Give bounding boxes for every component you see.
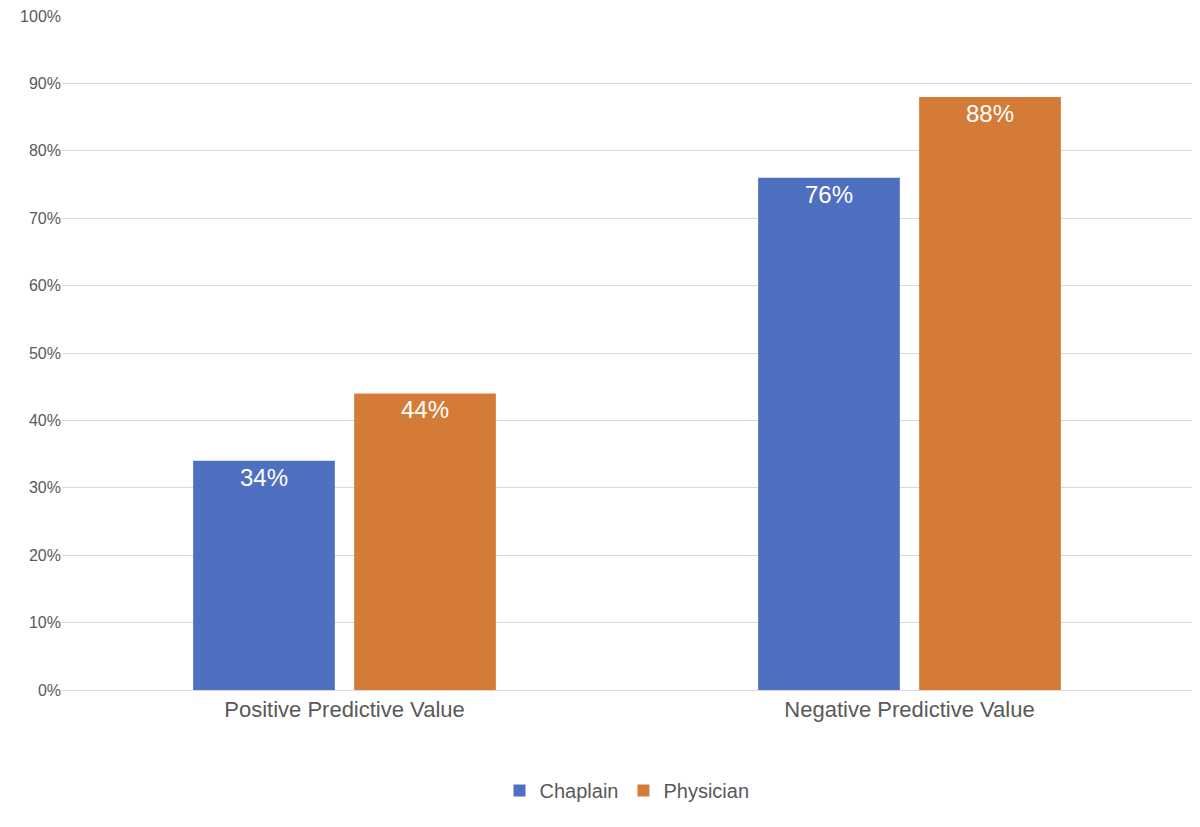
svg-text:80%: 80% [29,142,61,159]
svg-text:20%: 20% [29,547,61,564]
svg-text:88%: 88% [966,100,1014,127]
svg-text:Physician: Physician [663,780,749,802]
svg-text:44%: 44% [401,396,449,423]
svg-text:90%: 90% [29,75,61,92]
svg-text:40%: 40% [29,412,61,429]
svg-text:Chaplain: Chaplain [540,780,619,802]
svg-text:60%: 60% [29,277,61,294]
svg-text:50%: 50% [29,345,61,362]
svg-text:10%: 10% [29,614,61,631]
svg-text:34%: 34% [240,464,288,491]
svg-text:0%: 0% [38,682,61,699]
svg-text:76%: 76% [805,181,853,208]
svg-text:Negative Predictive Value: Negative Predictive Value [784,697,1034,722]
svg-text:100%: 100% [20,8,61,25]
svg-text:30%: 30% [29,479,61,496]
svg-text:Positive Predictive Value: Positive Predictive Value [224,697,465,722]
svg-text:70%: 70% [29,210,61,227]
